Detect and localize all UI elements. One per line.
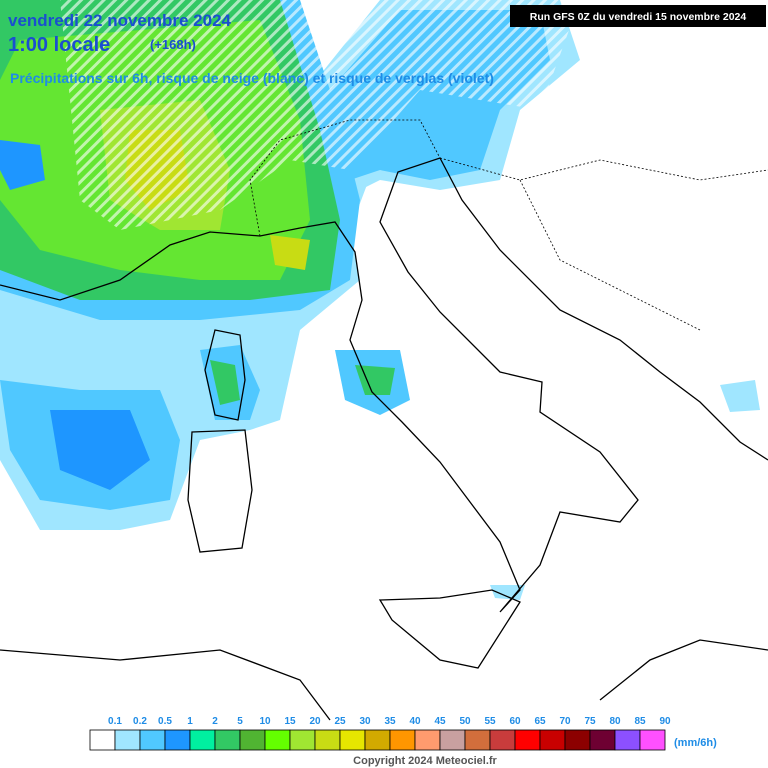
legend-unit: (mm/6h)	[674, 737, 717, 749]
legend-label: 70	[559, 716, 571, 727]
subtitle: Précipitations sur 6h, risque de neige (…	[10, 70, 494, 86]
legend-swatch	[614, 729, 641, 751]
run-box	[510, 5, 766, 27]
legend-swatch	[214, 729, 241, 751]
legend-swatch	[489, 729, 516, 751]
legend-swatch	[189, 729, 216, 751]
precipitation	[0, 0, 760, 600]
legend-swatch	[114, 729, 141, 751]
legend-label: 0.5	[158, 716, 172, 727]
legend-swatch	[364, 729, 391, 751]
legend-swatch	[139, 729, 166, 751]
run-info: Run GFS 0Z du vendredi 15 novembre 2024	[530, 11, 747, 23]
coastlines	[0, 157, 768, 721]
legend-label: 55	[484, 716, 496, 727]
legend-label: 30	[359, 716, 371, 727]
legend-label: 2	[212, 716, 218, 727]
legend-swatch	[164, 729, 191, 751]
legend-swatch	[264, 729, 291, 751]
legend-label: 40	[409, 716, 421, 727]
legend-swatch	[239, 729, 266, 751]
legend-label: 25	[334, 716, 346, 727]
legend-swatch	[514, 729, 541, 751]
legend-swatch	[639, 729, 666, 751]
legend-swatch	[589, 729, 616, 751]
legend-label: 0.2	[133, 716, 147, 727]
legend-label: 85	[634, 716, 646, 727]
legend-swatch	[339, 729, 366, 751]
legend-label: 15	[284, 716, 296, 727]
legend-label: 90	[659, 716, 671, 727]
legend-label: 20	[309, 716, 321, 727]
legend-label: 1	[187, 716, 193, 727]
legend-swatch	[289, 729, 316, 751]
legend-swatch	[564, 729, 591, 751]
legend-swatch	[89, 729, 116, 751]
legend-swatch	[539, 729, 566, 751]
legend-swatch	[389, 729, 416, 751]
date: vendredi 22 novembre 2024	[8, 11, 232, 30]
legend-label: 80	[609, 716, 621, 727]
legend-label: 5	[237, 716, 243, 727]
legend-label: 45	[434, 716, 446, 727]
legend-label: 0.1	[108, 716, 122, 727]
legend-swatch	[414, 729, 441, 751]
legend-label: 75	[584, 716, 596, 727]
legend-label: 60	[509, 716, 521, 727]
legend-swatch	[439, 729, 466, 751]
copyright: Copyright 2024 Meteociel.fr	[353, 755, 497, 767]
lead-time: (+168h)	[150, 37, 196, 52]
legend-label: 50	[459, 716, 471, 727]
legend-label: 65	[534, 716, 546, 727]
borders	[249, 119, 768, 331]
time: 1:00 locale	[8, 34, 110, 56]
legend-swatch	[464, 729, 491, 751]
legend: 0.1 0.2 0.5 1 2 5 10 15 20 25 30 35 40 45 50 55 60 65 70 75…	[89, 716, 671, 751]
legend-swatch	[314, 729, 341, 751]
legend-label: 10	[259, 716, 271, 727]
legend-label: 35	[384, 716, 396, 727]
